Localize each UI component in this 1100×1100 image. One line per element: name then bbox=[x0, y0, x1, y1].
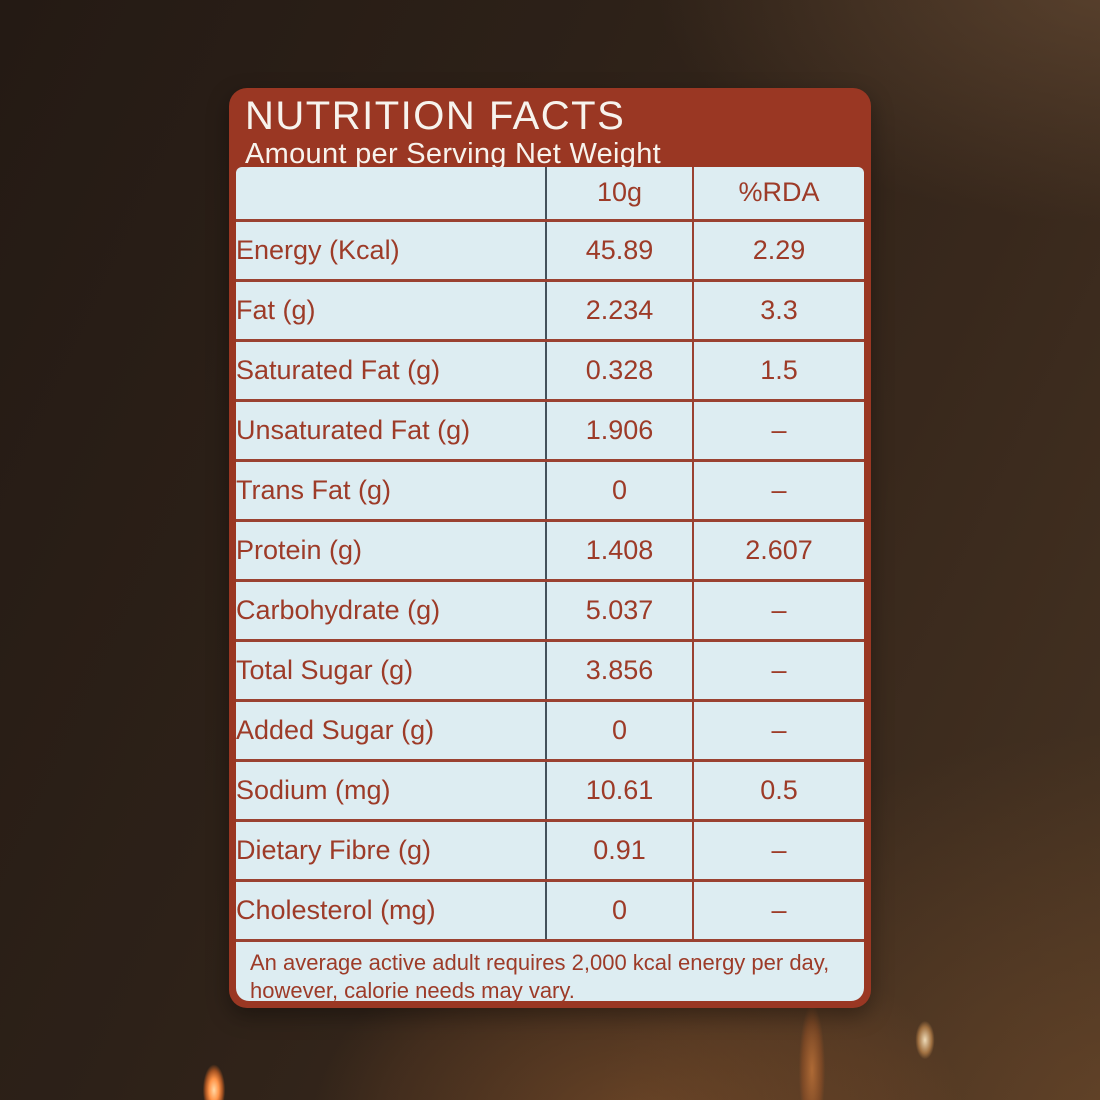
nutrient-rda: – bbox=[693, 700, 864, 762]
nutrient-value: 0 bbox=[546, 880, 694, 942]
nutrient-label: Cholesterol (mg) bbox=[236, 880, 547, 942]
nutrient-label: Protein (g) bbox=[236, 520, 547, 582]
nutrient-rda: 1.5 bbox=[693, 340, 864, 402]
nutrient-label: Fat (g) bbox=[236, 280, 547, 342]
nutrient-rda: 2.607 bbox=[693, 520, 864, 582]
nutrient-rda: – bbox=[693, 820, 864, 882]
column-header-blank bbox=[236, 167, 547, 222]
footnote-line-1: An average active adult requires 2,000 k… bbox=[250, 949, 830, 975]
nutrient-label: Added Sugar (g) bbox=[236, 700, 547, 762]
table-header-row: 10g %RDA bbox=[236, 167, 864, 222]
nutrient-value: 1.906 bbox=[546, 400, 694, 462]
card-header: NUTRITION FACTS Amount per Serving Net W… bbox=[245, 94, 861, 170]
nutrient-label: Sodium (mg) bbox=[236, 760, 547, 822]
nutrient-rda: 3.3 bbox=[693, 280, 864, 342]
nutrition-table: 10g %RDA Energy (Kcal) 45.89 2.29 Fat (g… bbox=[236, 167, 864, 942]
nutrient-label: Total Sugar (g) bbox=[236, 640, 547, 702]
table-row: Carbohydrate (g) 5.037 – bbox=[236, 580, 864, 642]
nutrient-rda: 0.5 bbox=[693, 760, 864, 822]
nutrient-label: Trans Fat (g) bbox=[236, 460, 547, 522]
table-row: Added Sugar (g) 0 – bbox=[236, 700, 864, 762]
nutrient-rda: 2.29 bbox=[693, 220, 864, 282]
nutrient-value: 45.89 bbox=[546, 220, 694, 282]
nutrition-table-panel: 10g %RDA Energy (Kcal) 45.89 2.29 Fat (g… bbox=[236, 167, 864, 1001]
column-header-amount: 10g bbox=[546, 167, 694, 222]
serving-subtitle: Amount per Serving Net Weight bbox=[245, 138, 661, 170]
nutrient-rda: – bbox=[693, 460, 864, 522]
nutrient-value: 0.328 bbox=[546, 340, 694, 402]
nutrient-label: Saturated Fat (g) bbox=[236, 340, 547, 402]
footnote: An average active adult requires 2,000 k… bbox=[236, 942, 864, 1002]
nutrient-label: Energy (Kcal) bbox=[236, 220, 547, 282]
nutrition-facts-title: NUTRITION FACTS bbox=[245, 94, 626, 138]
nutrient-value: 1.408 bbox=[546, 520, 694, 582]
table-row: Sodium (mg) 10.61 0.5 bbox=[236, 760, 864, 822]
footnote-line-2: however, calorie needs may vary. bbox=[250, 978, 575, 1001]
nutrient-rda: – bbox=[693, 640, 864, 702]
table-row: Unsaturated Fat (g) 1.906 – bbox=[236, 400, 864, 462]
nutrient-value: 2.234 bbox=[546, 280, 694, 342]
nutrient-value: 3.856 bbox=[546, 640, 694, 702]
nutrient-value: 10.61 bbox=[546, 760, 694, 822]
table-row: Cholesterol (mg) 0 – bbox=[236, 880, 864, 942]
nutrient-label: Unsaturated Fat (g) bbox=[236, 400, 547, 462]
table-row: Total Sugar (g) 3.856 – bbox=[236, 640, 864, 702]
nutrient-value: 5.037 bbox=[546, 580, 694, 642]
table-row: Fat (g) 2.234 3.3 bbox=[236, 280, 864, 342]
table-row: Dietary Fibre (g) 0.91 – bbox=[236, 820, 864, 882]
table-row: Energy (Kcal) 45.89 2.29 bbox=[236, 220, 864, 282]
table-row: Protein (g) 1.408 2.607 bbox=[236, 520, 864, 582]
table-row: Saturated Fat (g) 0.328 1.5 bbox=[236, 340, 864, 402]
nutrient-value: 0 bbox=[546, 460, 694, 522]
nutrient-rda: – bbox=[693, 880, 864, 942]
nutrition-facts-card: NUTRITION FACTS Amount per Serving Net W… bbox=[229, 88, 871, 1008]
nutrient-rda: – bbox=[693, 400, 864, 462]
nutrient-value: 0 bbox=[546, 700, 694, 762]
nutrient-value: 0.91 bbox=[546, 820, 694, 882]
nutrient-label: Carbohydrate (g) bbox=[236, 580, 547, 642]
table-row: Trans Fat (g) 0 – bbox=[236, 460, 864, 522]
column-header-rda: %RDA bbox=[693, 167, 864, 222]
nutrient-rda: – bbox=[693, 580, 864, 642]
nutrient-label: Dietary Fibre (g) bbox=[236, 820, 547, 882]
